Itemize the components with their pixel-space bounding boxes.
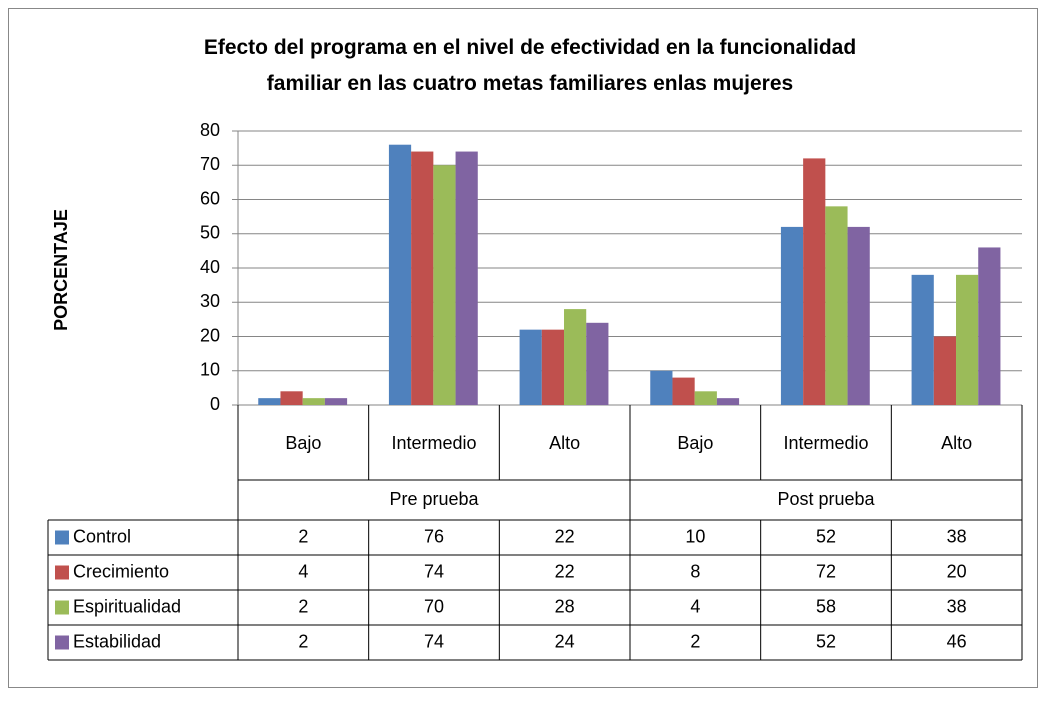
table-value: 8 <box>690 561 700 581</box>
bar <box>455 151 478 405</box>
legend-label: Control <box>73 526 131 546</box>
legend-label: Crecimiento <box>73 561 169 581</box>
y-tick-label: 0 <box>210 394 220 414</box>
bar <box>803 158 826 405</box>
bar <box>280 391 303 405</box>
group-label: Pre prueba <box>389 489 479 509</box>
bar <box>433 165 456 405</box>
bar <box>650 370 673 405</box>
bar <box>716 398 740 405</box>
bar <box>324 398 348 405</box>
table-value: 58 <box>816 596 836 616</box>
bar <box>672 377 695 405</box>
table-value: 74 <box>424 561 444 581</box>
x-category-box: Intermedio <box>783 432 869 453</box>
bar <box>586 322 609 405</box>
bar <box>956 274 979 405</box>
bar <box>825 206 848 405</box>
table-value: 52 <box>816 631 836 651</box>
table-value: 52 <box>816 526 836 546</box>
bar <box>541 329 565 405</box>
table-value: 38 <box>947 526 967 546</box>
table-value: 10 <box>685 526 705 546</box>
bar <box>411 151 434 405</box>
legend-swatch <box>55 600 69 615</box>
table-value: 76 <box>424 526 444 546</box>
y-tick-label: 30 <box>200 291 220 311</box>
legend-label: Espiritualidad <box>73 596 181 616</box>
x-category-box: Bajo <box>677 432 714 453</box>
title-line: familiar en las cuatro metas familiares … <box>267 72 793 95</box>
table-value: 2 <box>298 631 308 651</box>
group-label: Post prueba <box>777 489 875 509</box>
table-value: 38 <box>947 596 967 616</box>
table-value: 4 <box>690 596 700 616</box>
y-tick-label: 50 <box>200 223 220 243</box>
table-value: 22 <box>555 561 575 581</box>
y-tick-label: 10 <box>200 360 220 380</box>
bar <box>302 398 325 405</box>
x-tick-label: Intermedio <box>391 432 477 453</box>
table-value: 46 <box>947 631 967 651</box>
legend-swatch <box>55 635 69 650</box>
bar <box>258 398 281 405</box>
bar <box>847 226 870 405</box>
y-axis-label: PORCENTAJE <box>51 209 71 331</box>
x-tick-label: Bajo <box>677 432 714 453</box>
y-tick-label: 60 <box>200 188 220 208</box>
title-line: Efecto del programa en el nivel de efect… <box>204 36 856 59</box>
bar <box>933 336 957 405</box>
table-value: 72 <box>816 561 836 581</box>
table-value: 28 <box>555 596 575 616</box>
y-tick-label: 20 <box>200 325 220 345</box>
x-category-box: Alto <box>941 432 973 453</box>
table-value: 2 <box>298 526 308 546</box>
x-category-box: Bajo <box>285 432 322 453</box>
table-value: 2 <box>298 596 308 616</box>
table-value: 20 <box>947 561 967 581</box>
x-tick-label: Alto <box>549 432 581 453</box>
y-tick-label: 70 <box>200 154 220 174</box>
bar <box>388 144 412 405</box>
legend-swatch <box>55 530 69 545</box>
table-value: 24 <box>555 631 575 651</box>
legend-swatch <box>55 565 69 580</box>
y-tick-label: 40 <box>200 257 220 277</box>
bar <box>780 226 804 405</box>
x-tick-label: Bajo <box>285 432 322 453</box>
bar <box>911 274 934 405</box>
bar <box>564 309 587 405</box>
y-tick-label: 80 <box>200 120 220 140</box>
x-tick-label: Intermedio <box>783 432 869 453</box>
x-category-box: Intermedio <box>391 432 477 453</box>
legend-label: Estabilidad <box>73 631 161 651</box>
table-value: 4 <box>298 561 308 581</box>
table-value: 2 <box>690 631 700 651</box>
bar <box>519 329 542 405</box>
x-tick-label: Alto <box>941 432 973 453</box>
bar <box>694 391 717 405</box>
table-value: 74 <box>424 631 444 651</box>
table-value: 22 <box>555 526 575 546</box>
bar <box>978 247 1001 405</box>
x-category-box: Alto <box>549 432 581 453</box>
table-value: 70 <box>424 596 444 616</box>
chart-title: Efecto del programa en el nivel de efect… <box>204 36 856 95</box>
